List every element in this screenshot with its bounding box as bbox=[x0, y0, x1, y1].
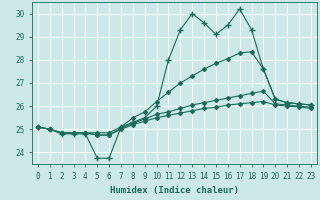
X-axis label: Humidex (Indice chaleur): Humidex (Indice chaleur) bbox=[110, 186, 239, 195]
